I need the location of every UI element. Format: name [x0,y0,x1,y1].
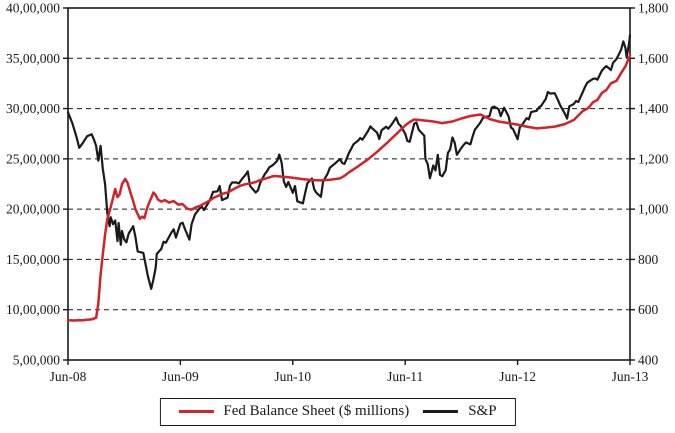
fed-balance-sheet-line [66,54,632,322]
y-left-tick-label: 20,00,000 [6,202,60,217]
y-left-tick-label: 25,00,000 [6,151,60,166]
legend-label-sp: S&P [468,403,497,419]
y-right-tick-label: 1,000 [638,202,669,217]
sp-line-swatch [423,410,459,413]
plot-border [67,7,631,361]
y-left-tick-label: 35,00,000 [6,51,60,66]
y-left-tick-label: 5,00,000 [13,353,61,368]
y-right-tick-label: 1,800 [638,1,669,16]
x-tick-label: Jun-11 [387,369,423,384]
y-right-tick-label: 1,600 [638,51,669,66]
y-left-tick-label: 30,00,000 [6,101,60,116]
y-right-tick-label: 800 [638,252,659,267]
legend-item-fed-balance-sheet: Fed Balance Sheet ($ millions) [178,404,409,419]
legend: Fed Balance Sheet ($ millions) S&P [159,398,516,426]
y-right-tick-label: 400 [638,353,659,368]
y-right-tick-label: 600 [638,302,659,317]
x-tick-label: Jun-13 [612,369,649,384]
y-left-tick-label: 10,00,000 [6,302,60,317]
sp-line [66,34,632,290]
x-tick-label: Jun-10 [274,369,311,384]
fed-line-swatch [178,410,214,413]
y-right-tick-label: 1,200 [638,151,669,166]
x-tick-label: Jun-09 [162,369,199,384]
y-left-tick-label: 40,00,000 [6,1,60,16]
y-left-tick-label: 15,00,000 [6,252,60,267]
legend-label-fed-balance-sheet: Fed Balance Sheet ($ millions) [223,403,410,419]
y-right-tick-label: 1,400 [638,101,669,116]
x-tick-label: Jun-08 [50,369,87,384]
legend-item-sp: S&P [423,403,497,419]
x-tick-label: Jun-12 [499,369,536,384]
